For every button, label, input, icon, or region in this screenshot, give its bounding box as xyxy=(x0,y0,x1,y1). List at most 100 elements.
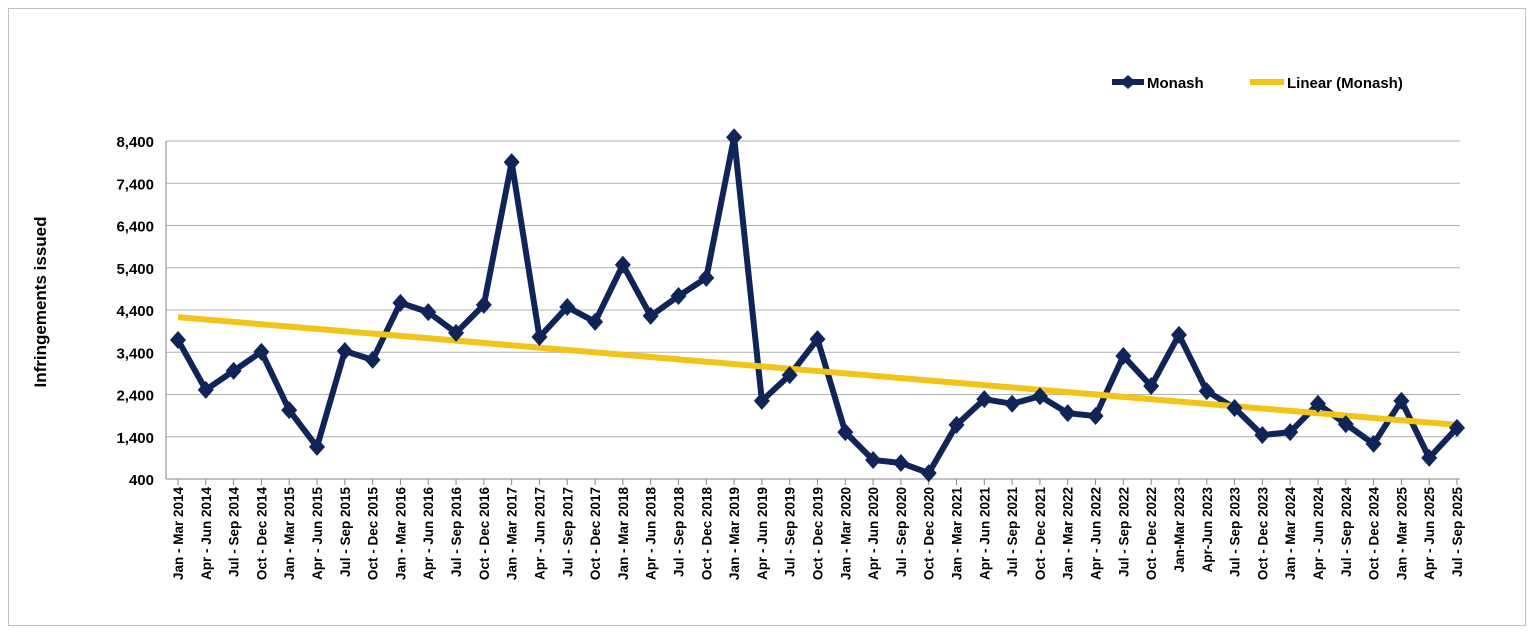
data-point-monash xyxy=(753,391,770,410)
data-point-monash xyxy=(1365,434,1382,453)
data-point-monash xyxy=(1143,377,1160,396)
x-tick-label: Oct - Dec 2020 xyxy=(922,487,937,580)
data-point-monash xyxy=(865,450,882,469)
x-tick-label: Jul - Sep 2014 xyxy=(227,487,242,578)
data-point-monash xyxy=(587,312,604,331)
x-tick-label: Apr - Jun 2018 xyxy=(644,487,659,581)
data-point-monash xyxy=(920,464,937,483)
data-point-monash xyxy=(1421,448,1438,467)
data-point-monash xyxy=(281,401,298,420)
x-tick-label: Oct - Dec 2024 xyxy=(1367,487,1382,581)
data-point-monash xyxy=(531,328,548,347)
x-tick-label: Jul - Sep 2022 xyxy=(1116,487,1131,577)
data-point-monash xyxy=(1059,404,1076,423)
data-point-monash xyxy=(420,303,437,322)
x-tick-label: Jul - Sep 2023 xyxy=(1228,487,1243,578)
data-point-monash xyxy=(809,330,826,349)
x-tick-label: Jan - Mar 2021 xyxy=(950,487,965,581)
x-tick-label: Jan - Mar 2024 xyxy=(1283,487,1298,581)
data-point-monash xyxy=(726,128,743,147)
y-axis-ticks: 400 1,400 2,400 3,400 4,400 5,400 6,400 7,400 8,… xyxy=(116,134,154,489)
legend-trend-label: Linear (Monash) xyxy=(1287,75,1403,92)
data-point-monash xyxy=(1170,325,1187,344)
data-point-monash xyxy=(170,330,186,349)
data-point-monash xyxy=(1115,347,1132,366)
y-tick-label: 2,400 xyxy=(116,388,154,405)
x-tick-label: Oct - Dec 2023 xyxy=(1255,487,1270,581)
legend-monash-label: Monash xyxy=(1147,75,1204,92)
x-tick-label: Apr - Jun 2021 xyxy=(977,487,992,581)
data-point-monash xyxy=(642,306,659,325)
x-tick-label: Jan-Mar 2023 xyxy=(1172,487,1187,573)
series-layer xyxy=(170,128,1465,483)
y-tick-label: 4,400 xyxy=(116,303,154,320)
x-tick-label: Jul - Sep 2020 xyxy=(894,487,909,577)
trendline-linear-monash xyxy=(177,314,1458,428)
data-point-monash xyxy=(1282,423,1299,442)
series-line-monash xyxy=(175,134,1460,477)
data-point-monash xyxy=(837,423,854,442)
x-tick-label: Jan - Mar 2018 xyxy=(616,487,631,581)
data-point-monash xyxy=(475,295,492,314)
y-axis-label: Infringements issued xyxy=(31,217,50,388)
y-tick-label: 3,400 xyxy=(116,345,154,362)
x-tick-label: Jul - Sep 2018 xyxy=(671,487,686,578)
data-point-monash xyxy=(1337,415,1354,434)
data-point-monash xyxy=(892,453,909,472)
data-point-monash xyxy=(336,341,353,360)
x-tick-label: Oct - Dec 2022 xyxy=(1144,487,1159,580)
x-tick-label: Apr - Jun 2020 xyxy=(866,487,881,580)
x-tick-label: Jan - Mar 2022 xyxy=(1061,487,1076,580)
gridlines xyxy=(165,140,1460,480)
x-tick-label: Jul - Sep 2025 xyxy=(1450,487,1465,578)
data-point-monash xyxy=(614,255,631,274)
x-tick-label: Jan - Mar 2016 xyxy=(393,487,408,581)
x-tick-label: Jan - Mar 2015 xyxy=(282,487,297,581)
data-point-monash xyxy=(1004,394,1021,413)
x-tick-label: Jul - Sep 2015 xyxy=(338,487,353,578)
data-point-monash xyxy=(559,298,576,317)
data-point-monash xyxy=(698,268,715,287)
data-point-monash xyxy=(1309,394,1326,413)
x-tick-label: Oct - Dec 2021 xyxy=(1033,487,1048,581)
x-tick-label: Apr - Jun 2025 xyxy=(1422,487,1437,581)
chart-frame xyxy=(8,8,1526,626)
data-point-monash xyxy=(448,323,465,342)
data-point-monash xyxy=(364,350,381,369)
x-tick-label: Oct - Dec 2019 xyxy=(811,487,826,580)
x-tick-label: Oct - Dec 2015 xyxy=(366,487,381,581)
data-point-monash xyxy=(948,415,965,434)
data-point-monash xyxy=(309,437,326,456)
data-point-monash xyxy=(1449,418,1465,437)
x-tick-label: Jan - Mar 2017 xyxy=(505,487,520,580)
x-tick-label: Oct - Dec 2014 xyxy=(254,487,269,581)
y-tick-label: 8,400 xyxy=(116,134,154,151)
data-point-monash xyxy=(1254,426,1271,445)
data-point-monash xyxy=(253,342,270,361)
y-tick-label: 400 xyxy=(129,472,154,489)
x-tick-label: Apr - Jun 2014 xyxy=(199,487,214,581)
x-tick-label: Apr - Jun 2017 xyxy=(532,487,547,580)
y-tick-label: 5,400 xyxy=(116,261,154,278)
x-tick-label: Apr - Jun 2022 xyxy=(1089,487,1104,580)
x-tick-label: Apr-Jun 2023 xyxy=(1200,487,1215,573)
data-point-monash xyxy=(976,390,993,409)
x-tick-label: Jan - Mar 2014 xyxy=(171,487,186,581)
x-tick-label: Apr - Jun 2015 xyxy=(310,487,325,581)
data-point-monash xyxy=(1226,399,1243,418)
data-point-monash xyxy=(197,380,214,399)
data-point-monash xyxy=(503,153,520,172)
y-tick-label: 7,400 xyxy=(116,176,154,193)
x-tick-label: Apr - Jun 2024 xyxy=(1311,487,1326,581)
data-point-monash xyxy=(781,366,798,385)
data-point-monash xyxy=(1393,391,1410,410)
x-tick-label: Jan - Mar 2020 xyxy=(838,487,853,580)
x-tick-label: Jul - Sep 2016 xyxy=(449,487,464,578)
data-point-monash xyxy=(670,287,687,306)
x-tick-label: Apr - Jun 2019 xyxy=(755,487,770,580)
data-point-monash xyxy=(1031,387,1048,406)
x-tick-label: Jul - Sep 2024 xyxy=(1339,487,1354,578)
x-tick-label: Jul - Sep 2019 xyxy=(783,487,798,577)
legend: Monash Linear (Monash) xyxy=(1112,75,1403,92)
